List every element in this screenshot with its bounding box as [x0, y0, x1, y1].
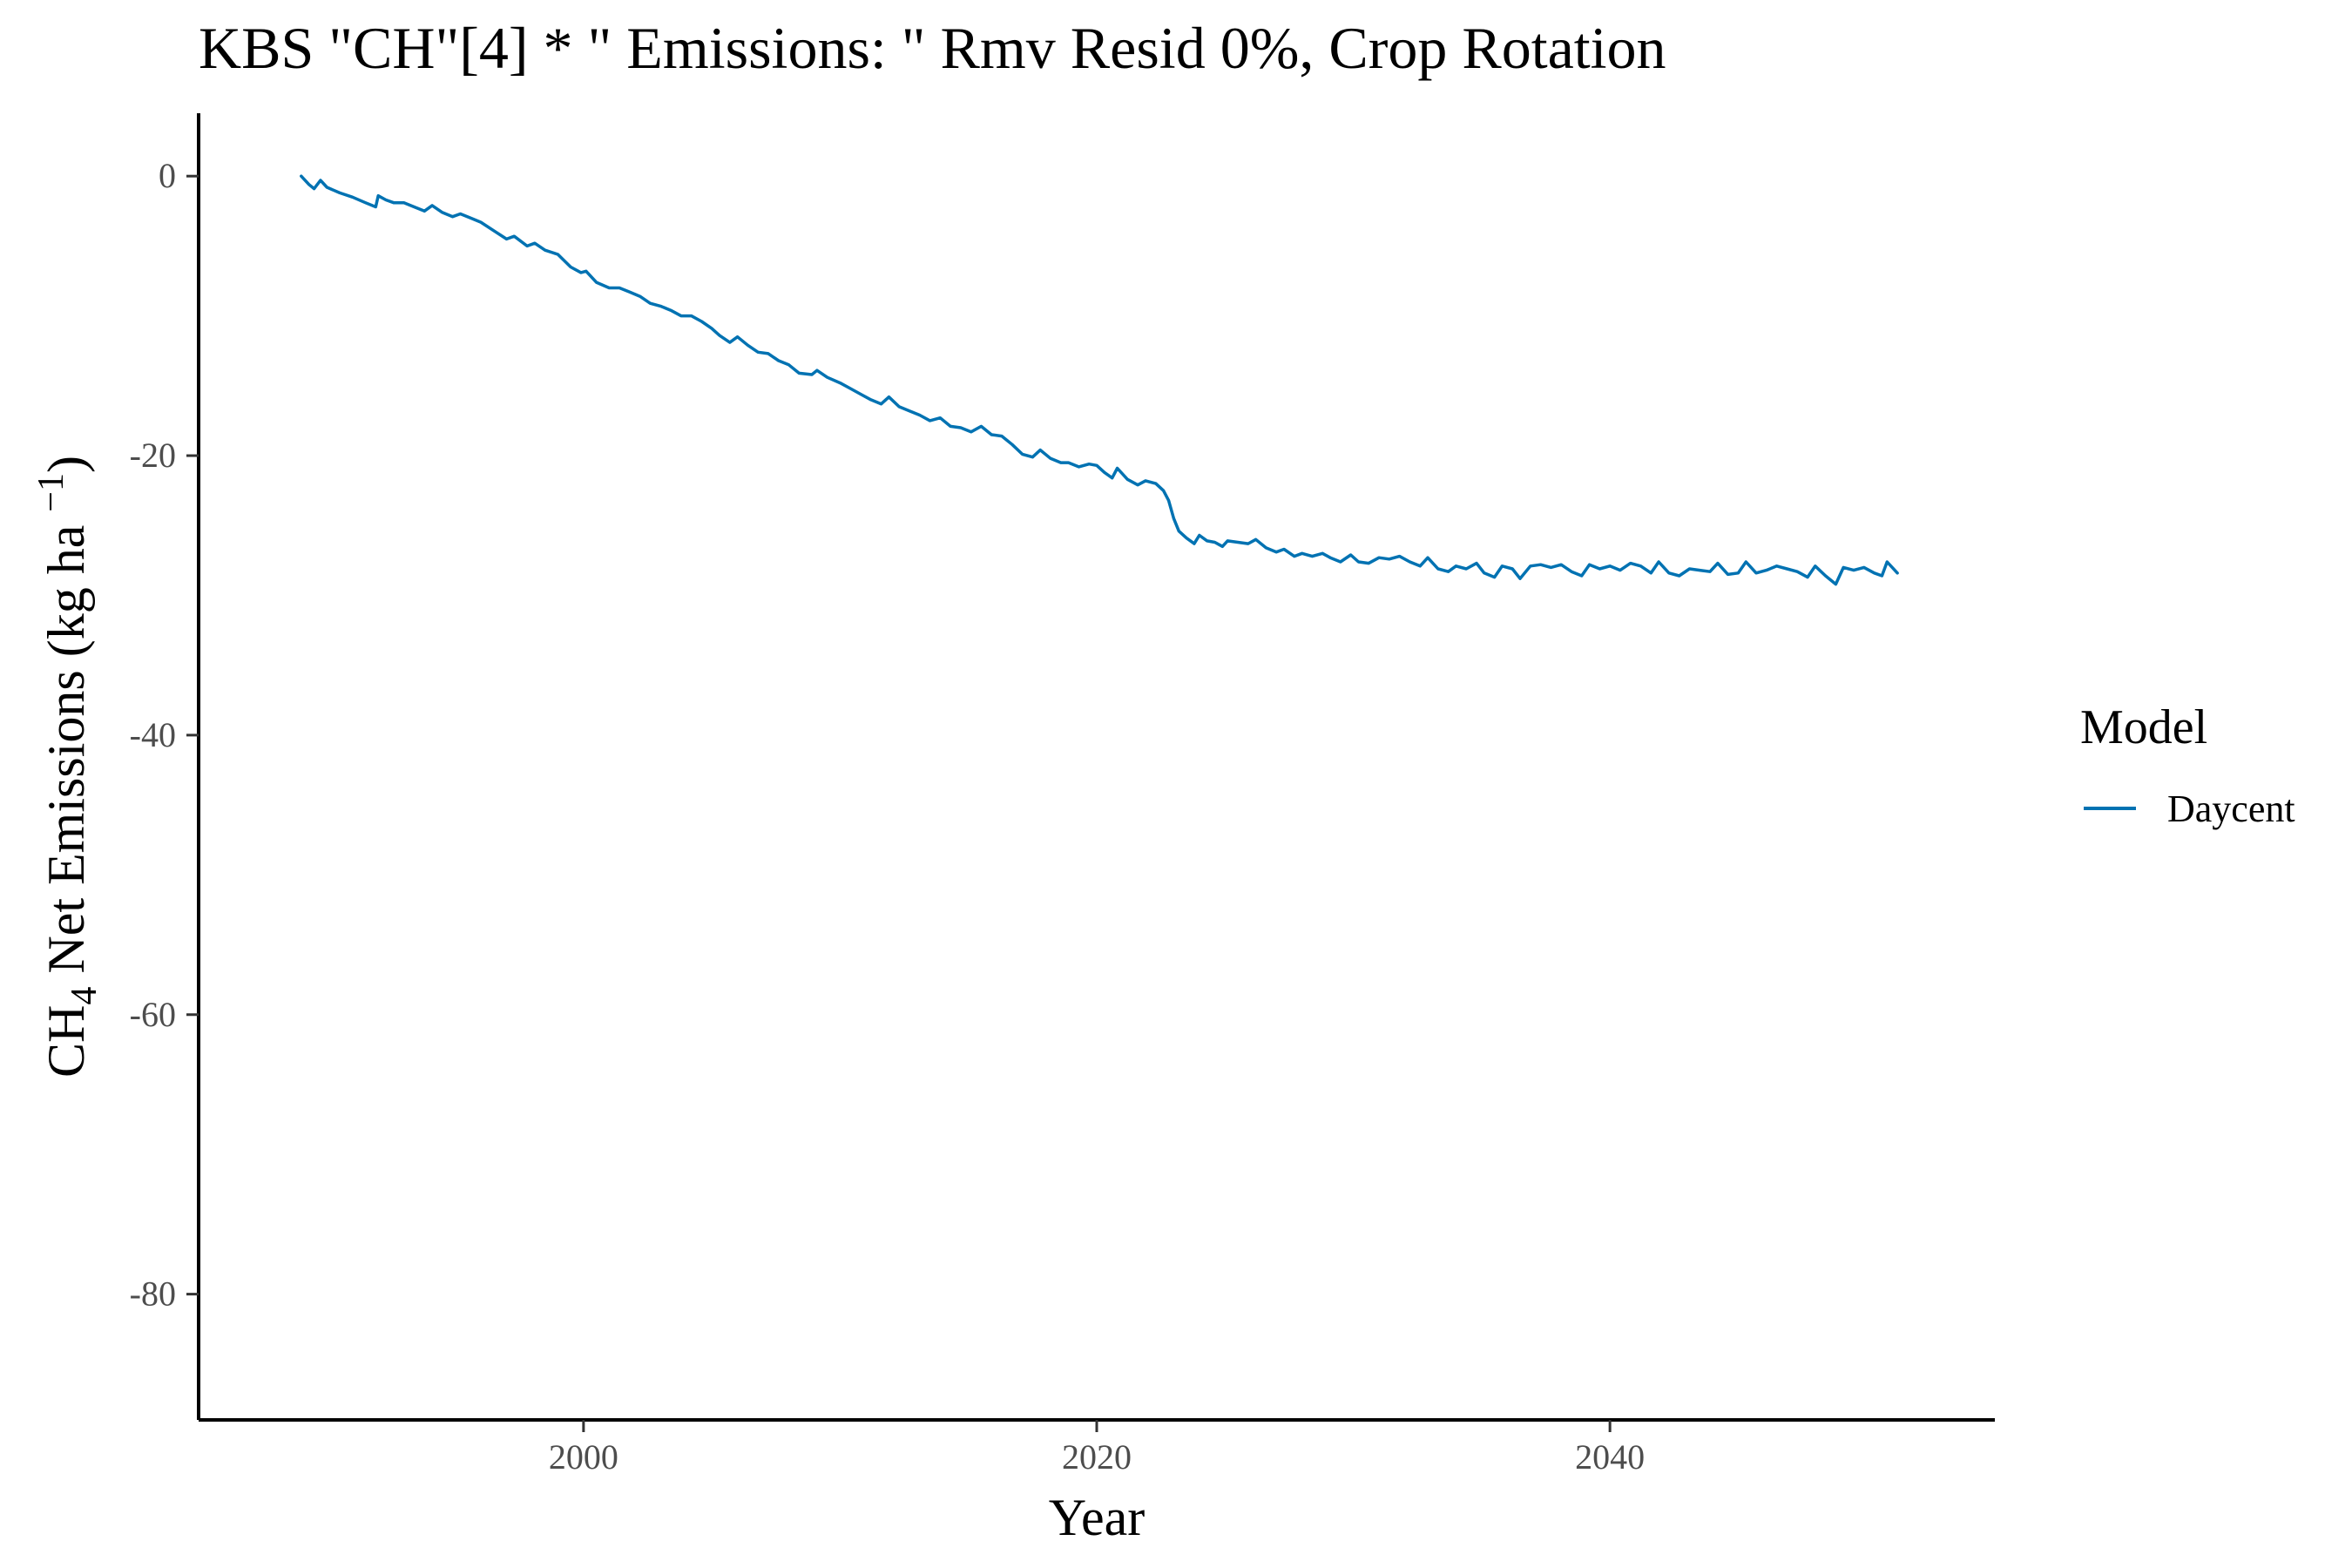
legend-items: Daycent	[2084, 787, 2295, 830]
y-axis-title-suffix: )	[37, 456, 95, 473]
x-axis: 2000 2020 2040	[199, 1418, 1995, 1477]
y-axis-title-superscript: −1	[31, 473, 71, 512]
y-tick-label: -60	[130, 995, 176, 1034]
y-axis-title-prefix: CH	[37, 1005, 95, 1078]
y-tick-label: -20	[130, 436, 176, 475]
legend-label-daycent: Daycent	[2167, 787, 2295, 830]
legend-title: Model	[2080, 700, 2207, 754]
y-tick-label: -40	[130, 715, 176, 754]
series-line-daycent	[300, 174, 1899, 586]
legend: Model Daycent	[2080, 700, 2295, 830]
chart-title: KBS "CH"[4] * " Emissions: " Rmv Resid 0…	[199, 15, 1666, 81]
x-tick-label: 2040	[1575, 1437, 1645, 1477]
x-tick-label: 2000	[549, 1437, 618, 1477]
y-axis-title-subscript: 4	[64, 987, 105, 1005]
y-axis: 0 -20 -40 -60 -80	[130, 113, 200, 1420]
x-tick-label: 2020	[1062, 1437, 1132, 1477]
y-tick-label: -80	[130, 1274, 176, 1314]
plot-area	[300, 174, 1899, 586]
y-tick-label: 0	[159, 156, 176, 195]
x-axis-title: Year	[1049, 1489, 1146, 1546]
y-axis-title: CH4 Net Emissions (kg ha −1)	[31, 456, 105, 1078]
y-axis-title-middle: Net Emissions (kg ha	[37, 512, 95, 987]
